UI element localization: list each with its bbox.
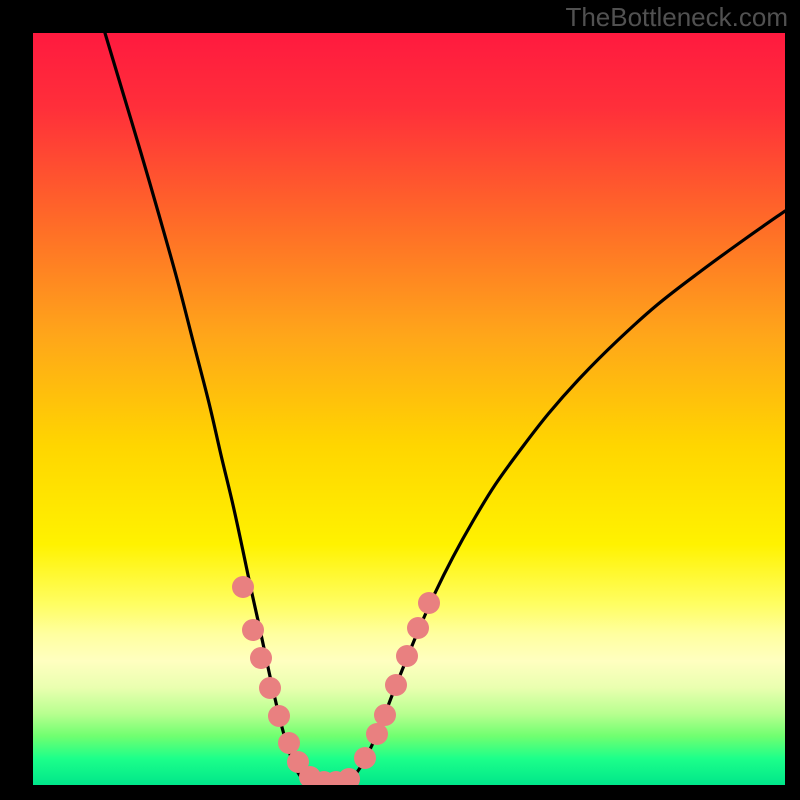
data-marker (250, 647, 272, 669)
watermark-text: TheBottleneck.com (565, 2, 788, 33)
data-marker (268, 705, 290, 727)
data-marker (418, 592, 440, 614)
data-marker (366, 723, 388, 745)
data-marker (232, 576, 254, 598)
data-marker (278, 732, 300, 754)
data-marker (374, 704, 396, 726)
data-marker (242, 619, 264, 641)
data-marker (396, 645, 418, 667)
data-marker (354, 747, 376, 769)
plot-svg (33, 33, 785, 785)
plot-area (33, 33, 785, 785)
data-marker (259, 677, 281, 699)
data-marker (407, 617, 429, 639)
chart-frame: TheBottleneck.com (0, 0, 800, 800)
data-marker (385, 674, 407, 696)
gradient-background (33, 33, 785, 785)
